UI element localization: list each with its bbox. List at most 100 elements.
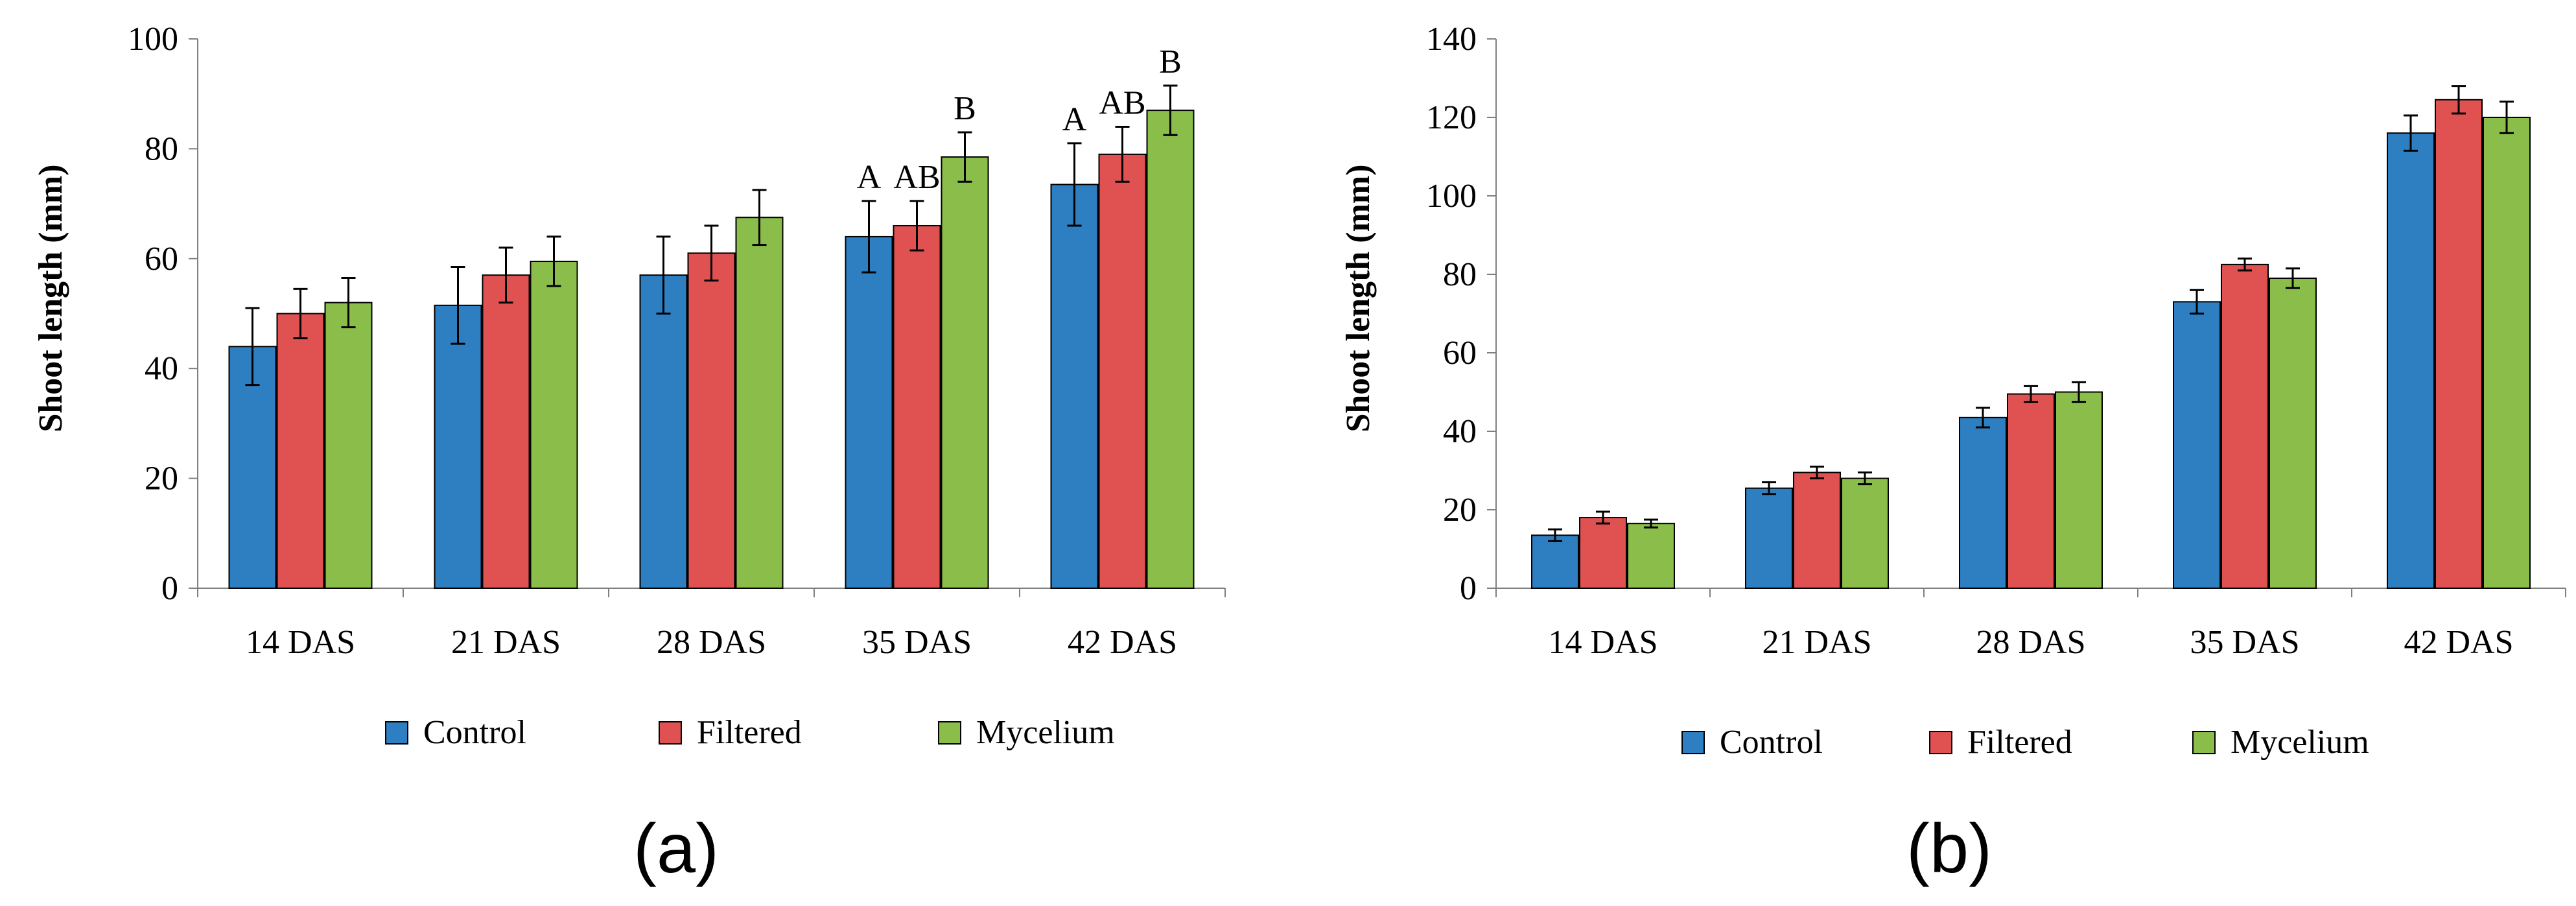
- error-bar-filtered-35-das: [2238, 257, 2252, 272]
- bar-filtered-28-das: [687, 252, 736, 589]
- panel-b-legend: Control Filtered Mycelium: [1681, 724, 2369, 761]
- legend-swatch-mycelium: [2192, 731, 2216, 754]
- panel-b-bars: [1531, 99, 2531, 590]
- error-bar-mycelium-42-das: [2500, 101, 2514, 134]
- significance-letter: AB: [893, 159, 940, 196]
- legend-label-control: Control: [423, 714, 526, 751]
- panel-a-annotations: A AB B A AB B: [857, 43, 1182, 196]
- y-tick-label: 80: [1443, 256, 1477, 293]
- bar-mycelium-21-das: [1841, 477, 1889, 589]
- error-bar-control-42-das: [2404, 114, 2418, 152]
- bar-mycelium-35-das: [941, 156, 989, 590]
- bar-control-14-das: [1531, 534, 1579, 590]
- bar-filtered-28-das: [2007, 393, 2055, 590]
- panel-a-y-axis-label: Shoot length (mm): [32, 164, 69, 432]
- error-bar-mycelium-42-das: [1163, 84, 1178, 136]
- y-tick-label: 0: [1460, 570, 1477, 607]
- bar-filtered-14-das: [276, 313, 325, 589]
- panel-b-error-bars: [1548, 85, 2514, 542]
- x-tick-label: 35 DAS: [2190, 624, 2299, 661]
- bar-mycelium-42-das: [2483, 117, 2531, 589]
- significance-letter: A: [857, 159, 882, 196]
- bar-control-35-das: [2173, 301, 2221, 589]
- bar-mycelium-14-das: [1627, 523, 1675, 589]
- error-bar-mycelium-21-das: [546, 235, 561, 287]
- y-tick-label: 40: [145, 350, 178, 387]
- legend-label-filtered: Filtered: [697, 714, 802, 751]
- error-bar-filtered-21-das: [498, 246, 513, 304]
- bar-control-28-das: [639, 274, 688, 589]
- error-bar-mycelium-28-das: [2072, 381, 2086, 403]
- panel-b-label: (b): [1906, 809, 1992, 887]
- error-bar-control-21-das: [451, 266, 465, 345]
- x-tick-label: 28 DAS: [657, 624, 766, 661]
- error-bar-filtered-28-das: [2024, 385, 2038, 403]
- error-bar-control-42-das: [1067, 142, 1082, 227]
- bar-control-21-das: [434, 304, 482, 589]
- bar-mycelium-28-das: [2055, 391, 2103, 589]
- x-tick-label: 42 DAS: [1068, 624, 1177, 661]
- significance-letter: AB: [1099, 85, 1145, 122]
- bar-mycelium-28-das: [735, 217, 784, 589]
- error-bar-control-35-das: [2190, 289, 2204, 315]
- panel-a-tick-labels: 0 20 40 60 80 100 14 DAS 21 DAS 28 DAS 35 DAS 42 D…: [128, 21, 1177, 661]
- error-bar-control-14-das: [1548, 528, 1562, 542]
- y-tick-label: 100: [128, 21, 178, 58]
- y-tick-label: 120: [1426, 99, 1477, 136]
- error-bar-filtered-21-das: [1810, 465, 1824, 480]
- bar-control-28-das: [1959, 416, 2007, 589]
- error-bar-filtered-28-das: [704, 224, 719, 282]
- y-tick-label: 140: [1426, 21, 1477, 58]
- legend-label-mycelium: Mycelium: [976, 714, 1115, 751]
- bar-filtered-42-das: [2435, 99, 2483, 589]
- bar-control-42-das: [2387, 132, 2435, 589]
- panel-b-y-axis-label: Shoot length (mm): [1340, 164, 1377, 432]
- legend-label-control: Control: [1720, 724, 1823, 761]
- bar-mycelium-35-das: [2269, 278, 2317, 589]
- error-bar-mycelium-21-das: [1858, 471, 1872, 486]
- legend-swatch-control: [385, 721, 408, 745]
- significance-letter: A: [1062, 101, 1087, 138]
- error-bar-filtered-14-das: [293, 287, 308, 340]
- error-bar-filtered-14-das: [1596, 510, 1610, 525]
- error-bar-filtered-42-das: [2452, 85, 2466, 115]
- y-tick-label: 0: [161, 570, 178, 607]
- bar-control-21-das: [1745, 487, 1793, 589]
- significance-letter: B: [1159, 43, 1182, 80]
- x-tick-label: 35 DAS: [862, 624, 972, 661]
- legend-label-filtered: Filtered: [1967, 724, 2072, 761]
- panel-b-tick-labels: 0 20 40 60 80 100 120 140 14 DAS 21 DAS 28 DAS 35 D…: [1426, 21, 2514, 661]
- panel-b-chart: Shoot length (mm) 0 20 40 60 80 100 120 140 14 D…: [1340, 21, 2566, 887]
- error-bar-control-28-das: [1976, 407, 1990, 429]
- x-tick-label: 14 DAS: [246, 624, 355, 661]
- panel-a-error-bars: [245, 84, 1178, 387]
- panel-a-chart: Shoot length (mm) A AB B A AB B 0 20 40 60 80 100 1…: [32, 21, 1226, 887]
- bar-mycelium-42-das: [1146, 110, 1195, 590]
- error-bar-mycelium-14-das: [341, 276, 356, 329]
- error-bar-mycelium-28-das: [752, 189, 767, 246]
- legend-swatch-control: [1681, 731, 1705, 754]
- x-tick-label: 28 DAS: [1976, 624, 2085, 661]
- bar-filtered-21-das: [482, 274, 530, 589]
- error-bar-control-21-das: [1762, 481, 1776, 495]
- panel-a-legend: Control Filtered Mycelium: [385, 714, 1115, 751]
- legend-swatch-filtered: [1929, 731, 1952, 754]
- y-tick-label: 20: [145, 460, 178, 497]
- bar-filtered-35-das: [2221, 263, 2269, 589]
- error-bar-filtered-35-das: [909, 200, 924, 252]
- y-tick-label: 20: [1443, 492, 1477, 529]
- legend-swatch-mycelium: [938, 721, 961, 745]
- panel-a-bars: [228, 110, 1195, 590]
- error-bar-control-14-das: [245, 307, 260, 387]
- bar-control-14-das: [228, 346, 277, 589]
- error-bar-mycelium-14-das: [1644, 518, 1658, 529]
- x-tick-label: 14 DAS: [1548, 624, 1657, 661]
- significance-letter: B: [954, 90, 976, 127]
- bar-mycelium-21-das: [530, 261, 578, 589]
- error-bar-filtered-42-das: [1115, 126, 1130, 183]
- bar-filtered-35-das: [893, 224, 941, 590]
- error-bar-mycelium-35-das: [2286, 267, 2300, 289]
- panel-a-label: (a): [633, 809, 719, 887]
- y-tick-label: 80: [145, 130, 178, 167]
